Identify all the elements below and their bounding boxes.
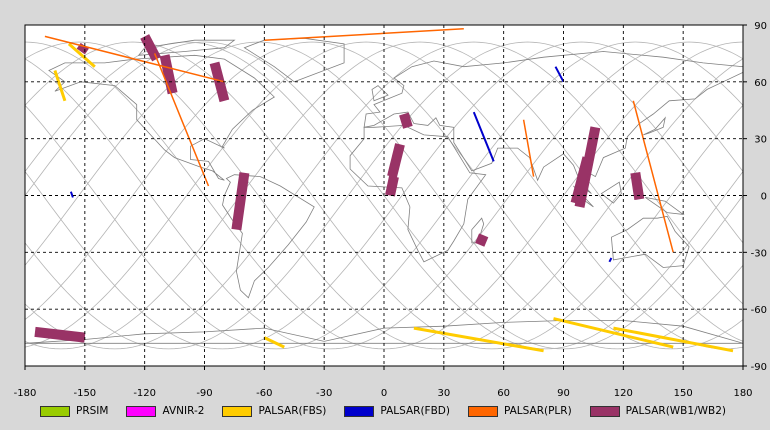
legend-label: PALSAR(FBS) (258, 405, 327, 417)
plr-swath (153, 53, 210, 187)
fbs-swath (613, 326, 734, 353)
legend-label: PALSAR(PLR) (503, 405, 572, 417)
legend-item: PALSAR(WB1/WB2) (589, 405, 726, 417)
fbd-swath (554, 66, 565, 83)
plr-swath (264, 28, 464, 41)
legend-swatch (40, 405, 70, 417)
coastline (349, 124, 487, 263)
legend-item: PALSAR(FBS) (222, 405, 326, 417)
orbit-track (24, 41, 744, 350)
plr-swath (632, 100, 674, 253)
y-tick-label: -90 (751, 362, 767, 373)
legend-swatch (589, 405, 620, 417)
coastlines (24, 37, 744, 344)
fbs-swath (53, 70, 67, 102)
x-tick-label: -120 (133, 388, 156, 399)
coastline (600, 181, 622, 204)
wb-swath (387, 143, 405, 178)
y-tick-label: 30 (754, 135, 767, 146)
graticule (25, 25, 743, 366)
wb-swath (630, 172, 645, 201)
wb-swath (385, 175, 399, 197)
coastline (371, 85, 389, 102)
wb-swath (231, 172, 250, 231)
coastline (643, 116, 666, 136)
longitude-ticks: -180 -150 -120 -90 -60 -30 0 30 60 90 120 150 180 (14, 366, 753, 399)
fbs-swath (413, 326, 544, 353)
legend-swatch (344, 405, 375, 417)
coastline (363, 51, 744, 194)
x-tick-label: 150 (674, 388, 693, 399)
coastline (222, 174, 315, 299)
fbd-swath (472, 111, 495, 162)
legend-swatch (222, 405, 253, 417)
y-tick-label: 0 (761, 192, 767, 203)
x-tick-label: -180 (14, 388, 37, 399)
legend-label: PRSIM (76, 405, 109, 417)
latitude-ticks: 90 60 30 0 -30 -60 -90 (743, 21, 767, 373)
coastline (610, 215, 690, 268)
wb-swath (475, 233, 489, 247)
fbs-swath (67, 42, 96, 68)
x-tick-label: -150 (73, 388, 96, 399)
fbs-swath (553, 317, 674, 349)
legend-label: AVNIR-2 (162, 405, 205, 417)
plr-swath (44, 35, 225, 83)
coastline (645, 197, 685, 215)
legend-swatch (126, 405, 157, 417)
coastline (24, 320, 744, 344)
x-tick-label: -30 (316, 388, 332, 399)
y-tick-label: 60 (754, 78, 767, 89)
y-tick-label: 90 (754, 21, 767, 32)
fbs-swath (263, 336, 285, 349)
observation-swaths (34, 28, 734, 353)
coastline (48, 54, 275, 181)
legend: PRSIM AVNIR-2 PALSAR(FBS) PALSAR(FBD) PALSAR… (40, 402, 760, 420)
x-tick-label: -60 (256, 388, 272, 399)
legend-item: PALSAR(PLR) (467, 405, 572, 417)
x-tick-label: -90 (196, 388, 212, 399)
x-tick-label: 0 (381, 388, 387, 399)
fbd-swath (69, 191, 74, 198)
legend-label: PALSAR(WB1/WB2) (625, 405, 726, 417)
y-tick-label: -30 (751, 248, 767, 259)
legend-label: PALSAR(FBD) (380, 405, 450, 417)
legend-item: AVNIR-2 (126, 405, 204, 417)
x-tick-label: 60 (497, 388, 510, 399)
x-tick-label: 30 (437, 388, 450, 399)
wb-swath (34, 326, 86, 343)
x-tick-label: 180 (733, 388, 752, 399)
x-tick-label: 120 (614, 388, 633, 399)
wb-swath (159, 54, 178, 95)
wb-swath (399, 112, 413, 129)
coastline (137, 39, 236, 56)
y-tick-label: -60 (751, 305, 767, 316)
plr-swath (522, 119, 535, 177)
legend-item: PRSIM (40, 405, 108, 417)
fbd-swath (608, 257, 613, 263)
legend-item: PALSAR(FBD) (344, 405, 450, 417)
legend-swatch (467, 405, 498, 417)
x-tick-label: 90 (557, 388, 570, 399)
